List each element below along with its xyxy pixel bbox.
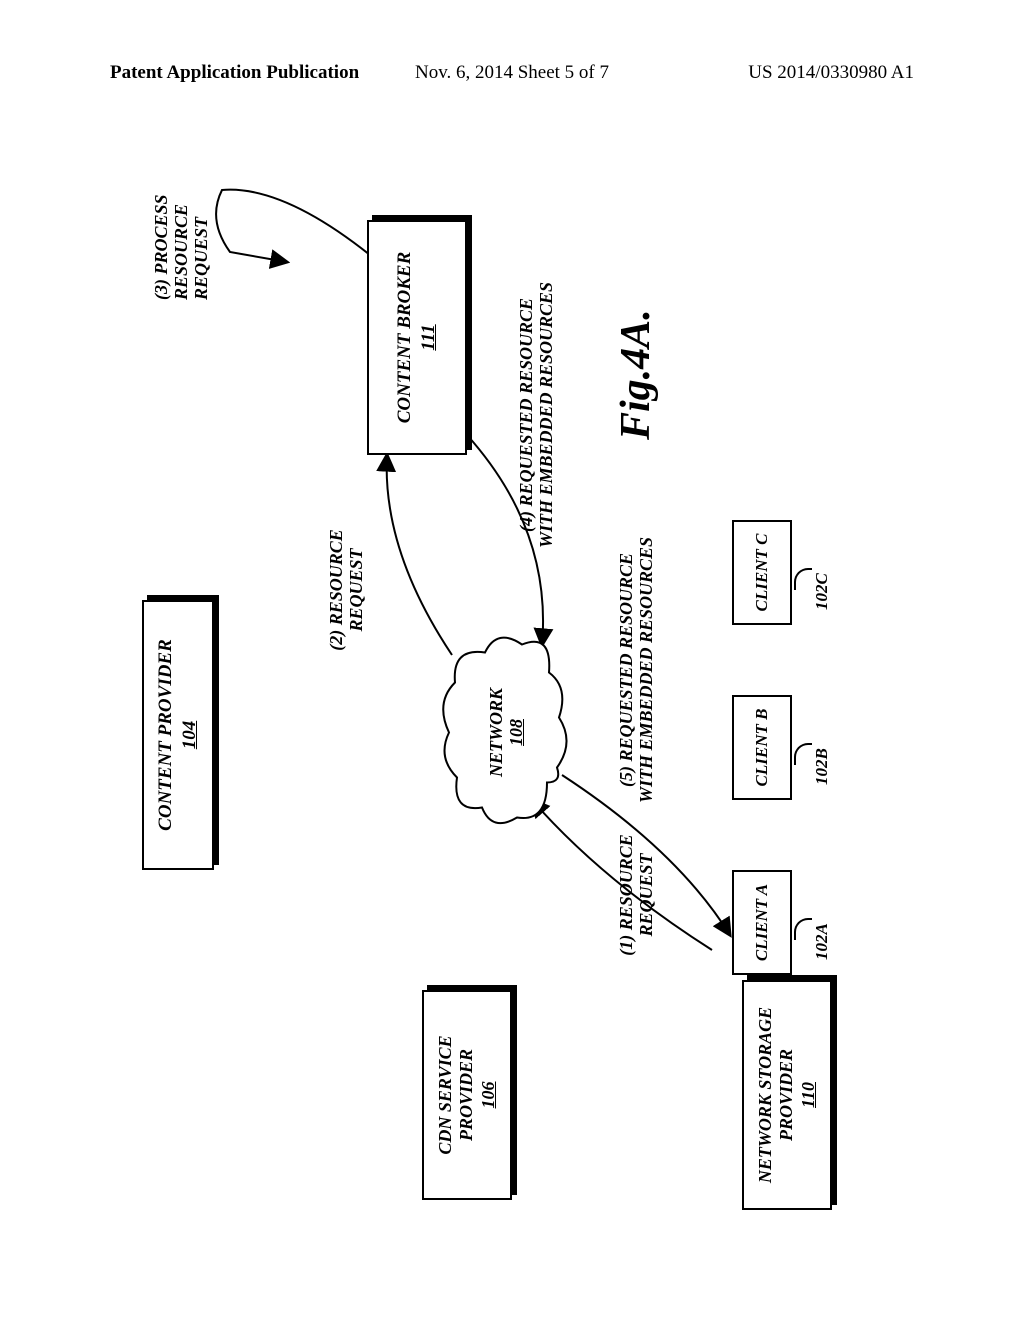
box-ref: 111 [418, 324, 440, 350]
cloud-ref: 108 [507, 719, 527, 746]
diagram-rotated-wrapper: CONTENT PROVIDER 104 CDN SERVICE PROVIDE… [132, 170, 892, 1230]
box-client-a: CLIENT A [732, 870, 792, 975]
network-cloud: NETWORK 108 [437, 630, 577, 835]
lead-client-b [794, 743, 812, 765]
box-network-storage: NETWORK STORAGE PROVIDER 110 [742, 980, 832, 1210]
box-cdn: CDN SERVICE PROVIDER 106 [422, 990, 512, 1200]
box-title: NETWORK STORAGE PROVIDER [755, 982, 796, 1208]
box-ref: 106 [478, 1082, 499, 1109]
box-client-c: CLIENT C [732, 520, 792, 625]
label-edge-4: (4) REQUESTED RESOURCE WITH EMBEDDED RES… [517, 255, 557, 575]
box-content-broker: CONTENT BROKER 111 [367, 220, 467, 455]
box-title: CLIENT B [752, 709, 772, 787]
diagram: CONTENT PROVIDER 104 CDN SERVICE PROVIDE… [132, 170, 892, 1230]
header-right: US 2014/0330980 A1 [748, 62, 914, 84]
figure-label: Fig.4A. [612, 309, 660, 440]
box-title: CONTENT PROVIDER [155, 639, 177, 831]
page: Patent Application Publication Nov. 6, 2… [0, 0, 1024, 1320]
page-header: Patent Application Publication Nov. 6, 2… [0, 62, 1024, 92]
box-title: CLIENT A [752, 884, 772, 961]
header-left: Patent Application Publication [110, 62, 359, 84]
header-center: Nov. 6, 2014 Sheet 5 of 7 [415, 62, 609, 84]
label-edge-1: (1) RESOURCE REQUEST [617, 810, 657, 980]
ref-client-c: 102C [812, 573, 832, 610]
box-title: CONTENT BROKER [394, 252, 416, 424]
label-edge-2: (2) RESOURCE REQUEST [327, 505, 367, 675]
ref-client-a: 102A [812, 923, 832, 960]
box-ref: 110 [798, 1082, 819, 1108]
arrow-3-loop [216, 190, 370, 262]
box-title: CDN SERVICE PROVIDER [435, 992, 476, 1198]
label-edge-5: (5) REQUESTED RESOURCE WITH EMBEDDED RES… [617, 510, 657, 830]
lead-client-a [794, 918, 812, 940]
box-title: CLIENT C [752, 534, 772, 612]
lead-client-c [794, 568, 812, 590]
box-ref: 104 [179, 721, 201, 750]
arrow-2 [387, 455, 452, 655]
label-edge-3: (3) PROCESS RESOURCE REQUEST [152, 150, 211, 300]
ref-client-b: 102B [812, 748, 832, 785]
cloud-title: NETWORK [487, 688, 507, 777]
box-client-b: CLIENT B [732, 695, 792, 800]
box-content-provider: CONTENT PROVIDER 104 [142, 600, 214, 870]
